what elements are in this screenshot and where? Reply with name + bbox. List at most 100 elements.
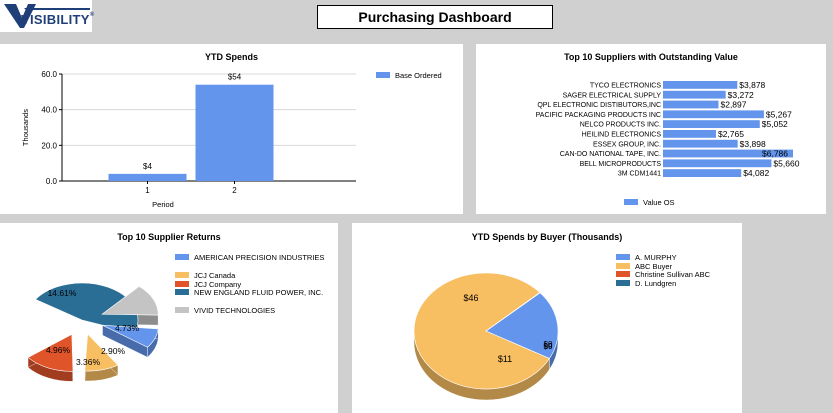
bar	[663, 130, 716, 138]
bar-data-label: $2,897	[720, 100, 746, 110]
legend-swatch	[616, 262, 630, 269]
y-tick-label: 60.0	[41, 70, 57, 79]
bar-data-label: $3,898	[740, 139, 766, 149]
bar-data-label: $2,765	[718, 129, 744, 139]
pie-slice	[84, 333, 119, 372]
pie-data-label: 4.96%	[46, 345, 71, 355]
legend-label: ABC Buyer	[635, 261, 673, 271]
visibility-logo: VISIBILITY®	[0, 0, 95, 32]
legend-swatch	[624, 199, 638, 205]
legend-swatch	[376, 72, 390, 78]
bar-data-label: $54	[228, 73, 242, 82]
bar	[663, 110, 764, 119]
bar-data-label: $3,272	[728, 90, 754, 100]
spends-by-buyer-panel: YTD Spends by Buyer (Thousands) $46 $11 $0…	[352, 223, 742, 413]
pie-slice	[102, 324, 159, 348]
pie-slice	[101, 286, 159, 316]
pie-slice	[485, 292, 541, 332]
bar	[663, 90, 726, 99]
legend-swatch	[175, 307, 189, 313]
category-label: NELCO PRODUCTS INC.	[580, 122, 661, 129]
spends-by-buyer-chart: $46$11$0$0	[413, 272, 559, 401]
x-tick-label: 1	[145, 186, 150, 195]
legend-label: JCJ Canada	[194, 271, 236, 280]
legend-item: NEW ENGLAND FLUID POWER, INC.	[175, 288, 335, 297]
pie-data-label: 2.90%	[101, 346, 126, 356]
legend-label: AMERICAN PRECISION INDUSTRIES	[194, 253, 325, 262]
legend-swatch	[175, 254, 189, 260]
bar-data-label: $3,878	[739, 80, 765, 90]
ytd-spends-title: YTD Spends	[204, 52, 258, 62]
pie-data-label: $0	[544, 342, 553, 351]
pie-data-label: 4.73%	[115, 323, 140, 333]
pie-data-label: 14.61%	[48, 288, 77, 298]
top-suppliers-legend: Value OS	[624, 198, 675, 207]
ytd-spends-chart: 0.0 20.0 40.0 60.0 $4 1 $54 2 Period Thousands	[21, 70, 356, 209]
category-label: ESSEX GROUP, INC.	[593, 141, 661, 148]
ytd-spends-panel: YTD Spends 0.0 20.0 40.0 60.0 $4 1 $54 2 Period T…	[0, 44, 463, 214]
supplier-returns-title: Top 10 Supplier Returns	[117, 232, 221, 242]
top-suppliers-chart: TYCO ELECTRONICS $3,878 SAGER ELECTRICAL S…	[536, 80, 800, 178]
bar	[663, 81, 738, 89]
bar-data-label: $6,786	[762, 149, 788, 159]
legend-label: NEW ENGLAND FLUID POWER, INC.	[194, 288, 324, 297]
bar	[663, 120, 760, 128]
legend-label: VIVID TECHNOLOGIES	[194, 306, 276, 315]
logo-text: VISIBILITY®	[21, 12, 95, 27]
bar	[663, 169, 742, 177]
pie-data-label: $0	[544, 340, 553, 349]
pie-slice	[485, 292, 559, 359]
legend-item: ABC Buyer	[616, 262, 741, 271]
y-tick-label: 20.0	[41, 141, 57, 150]
category-label: CAN-DO NATIONAL TAPE, INC.	[560, 151, 661, 158]
x-tick-label: 2	[232, 186, 237, 195]
legend-label: Value OS	[643, 198, 675, 207]
supplier-returns-panel: Top 10 Supplier Returns 14.61% 4.73% 2.90%…	[0, 223, 338, 413]
category-label: SAGER ELECTRICAL SUPPLY	[563, 92, 662, 99]
bar-data-label: $5,660	[773, 158, 799, 168]
legend-swatch	[175, 280, 189, 287]
legend-swatch	[616, 254, 630, 260]
bar-data-label: $5,267	[766, 109, 792, 119]
y-tick-label: 0.0	[46, 177, 58, 186]
top-suppliers-title: Top 10 Suppliers with Outstanding Value	[564, 52, 738, 62]
legend-label: Christine Sullivan ABC	[635, 270, 711, 279]
legend-item: D. Lundgren	[616, 279, 741, 288]
spends-by-buyer-title: YTD Spends by Buyer (Thousands)	[471, 232, 623, 242]
ytd-spends-legend: Base Ordered	[376, 71, 442, 80]
pie-data-label: 3.36%	[76, 357, 101, 367]
logo-v-mark-icon	[4, 4, 90, 28]
legend-item: JCJ Company	[175, 280, 335, 289]
legend-item: Christine Sullivan ABC	[616, 270, 741, 279]
pie-slice	[27, 333, 74, 372]
category-label: 3M CDM1441	[618, 171, 661, 178]
bar	[108, 173, 187, 181]
legend-label: A. MURPHY	[635, 253, 677, 262]
legend-swatch	[616, 279, 630, 286]
bar	[663, 149, 793, 158]
category-label: QPL ELECTRONIC DISTIBUTORS,INC	[537, 102, 661, 109]
legend-item: AMERICAN PRECISION INDUSTRIES	[175, 253, 335, 262]
y-tick-label: 40.0	[41, 106, 57, 115]
legend-label: D. Lundgren	[635, 278, 677, 288]
legend-label: JCJ Company	[194, 279, 242, 289]
top-suppliers-panel: Top 10 Suppliers with Outstanding Value …	[476, 44, 826, 214]
pie-data-label: $46	[463, 293, 478, 303]
pie-slice	[413, 272, 550, 390]
category-label: BELL MICROPRODUCTS	[580, 161, 662, 168]
bar-data-label: $5,052	[762, 119, 788, 129]
legend-swatch	[175, 272, 189, 278]
supplier-returns-chart: 14.61% 4.73% 2.90%3.36% 4.96%	[27, 282, 159, 382]
bar	[663, 139, 738, 148]
legend-label: Base Ordered	[395, 71, 442, 80]
y-axis-label: Thousands	[21, 109, 30, 146]
category-label: PACIFIC PACKAGING PRODUCTS INC	[536, 112, 661, 119]
dashboard-title: Purchasing Dashboard	[317, 5, 553, 29]
bar	[663, 100, 719, 109]
category-label: TYCO ELECTRONICS	[590, 83, 662, 90]
bar-data-label: $4,082	[743, 168, 769, 178]
category-label: HEILIND ELECTRONICS	[582, 132, 662, 139]
bar-data-label: $4	[143, 162, 152, 171]
x-axis-label: Period	[152, 200, 174, 209]
legend-item: JCJ Canada	[175, 271, 335, 280]
